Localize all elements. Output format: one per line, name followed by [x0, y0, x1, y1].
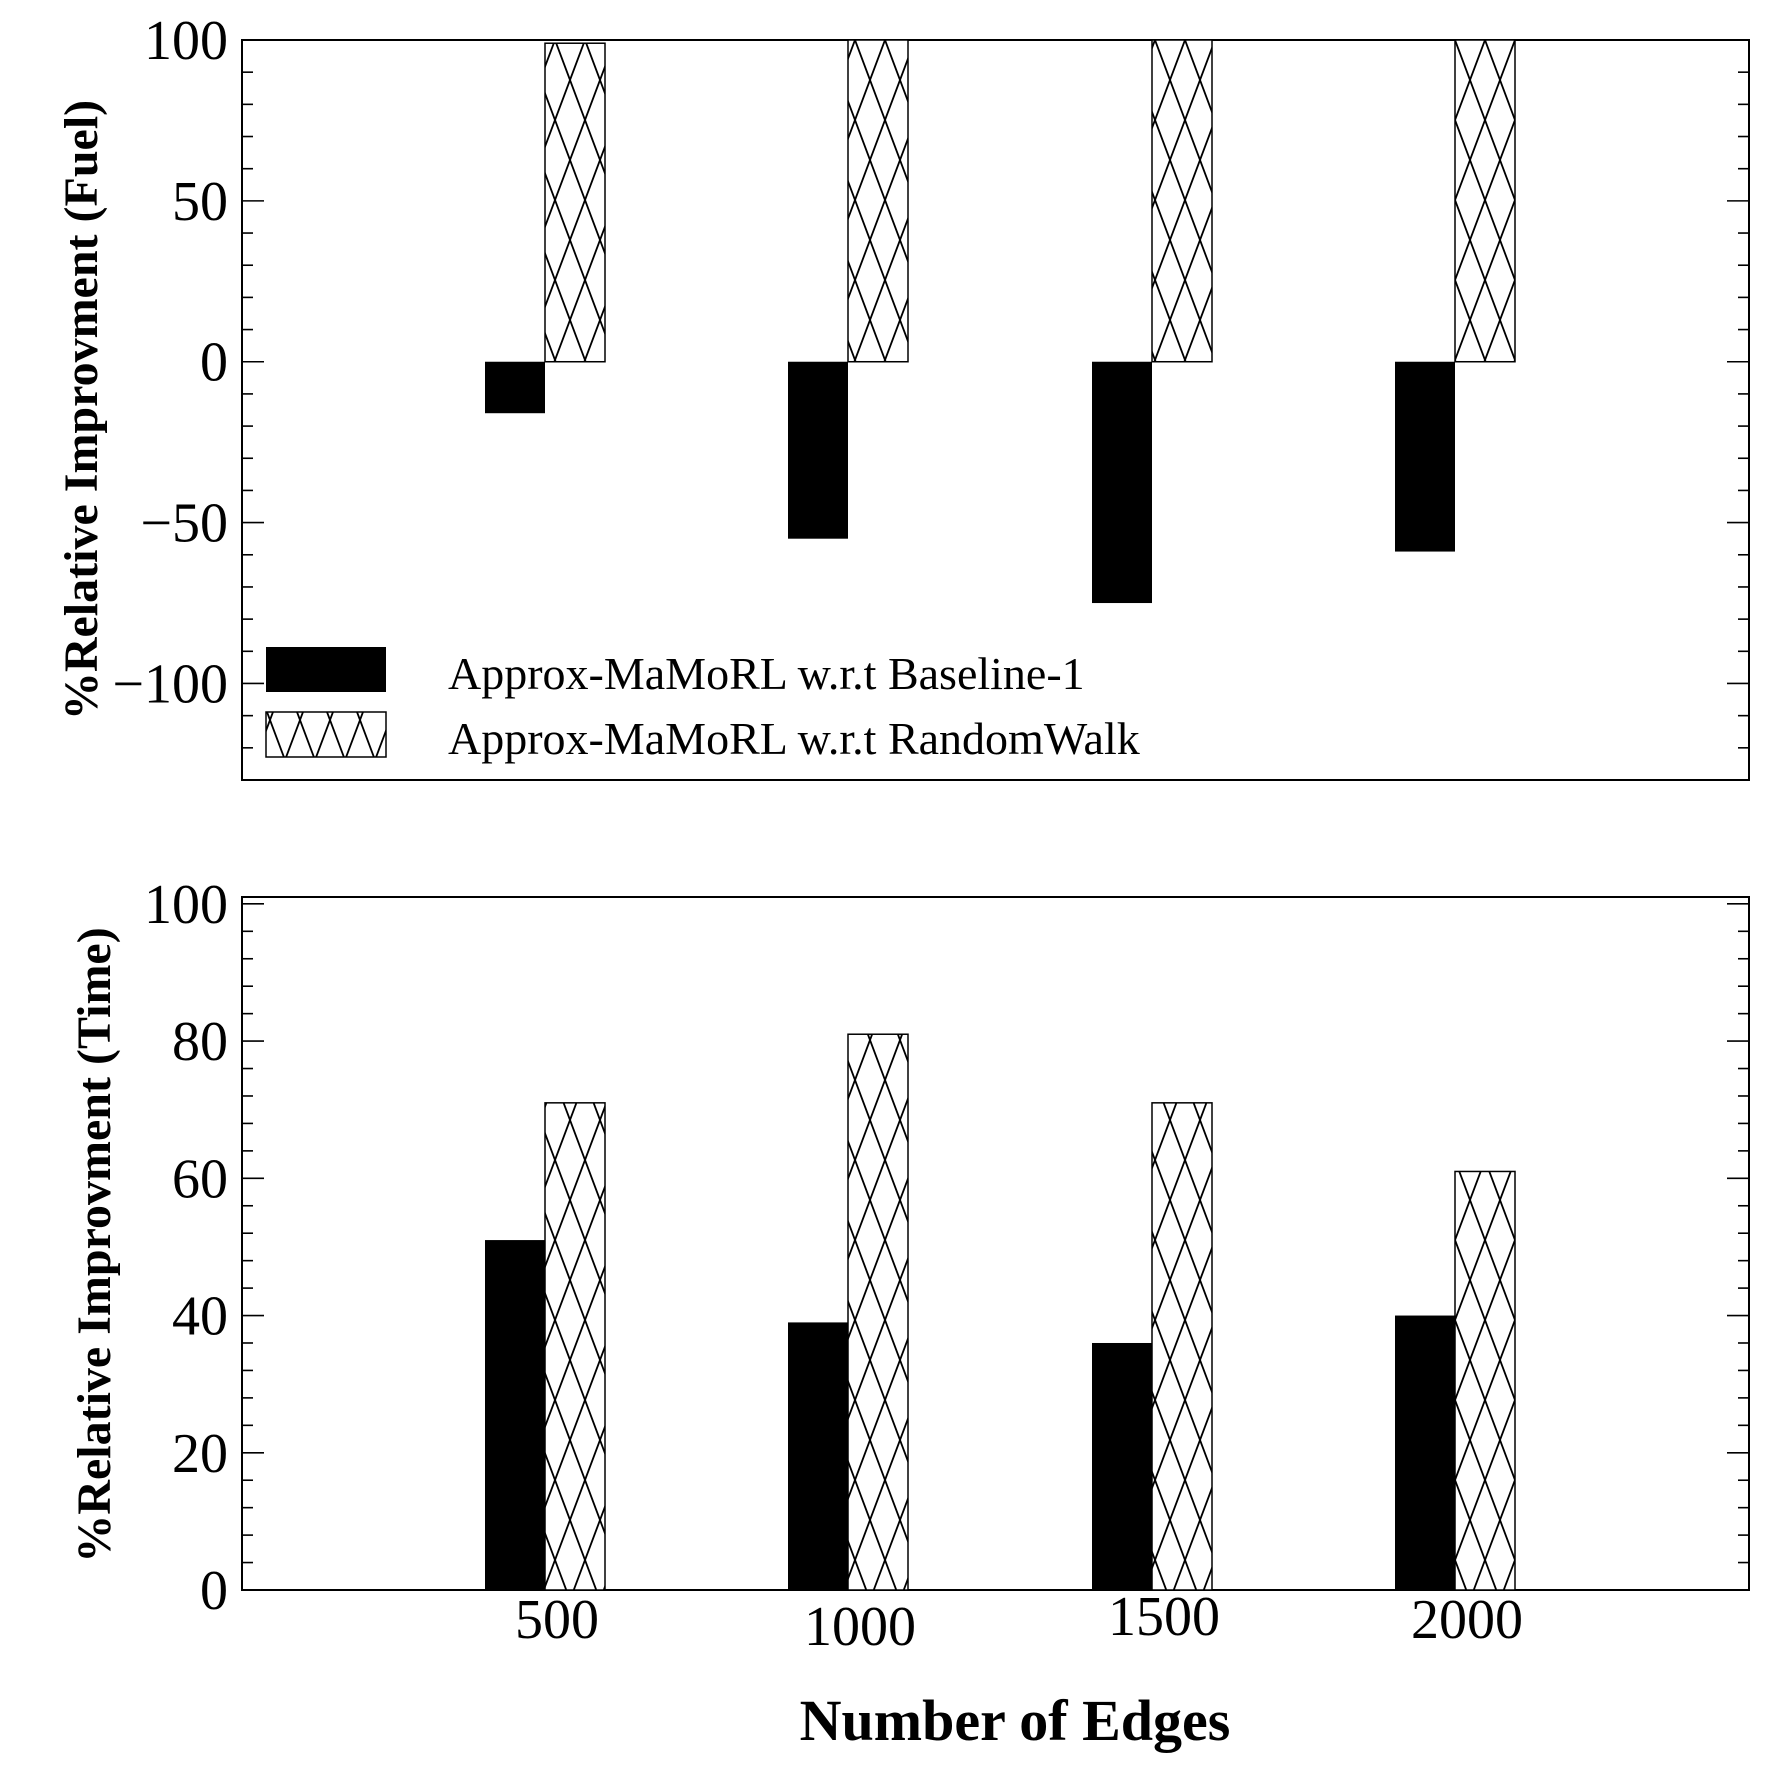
fuel-plot-frame — [241, 39, 1750, 781]
legend-swatch-baseline — [266, 647, 386, 692]
bar-randomwalk-2000 — [1454, 1170, 1516, 1591]
fuel-panel: −100 −50 0 50 100 %Relative Improvment (Fuel… — [55, 10, 1750, 781]
fuel-y-axis-label: %Relative Improvment (Fuel) — [55, 100, 108, 720]
bar-randomwalk-1500 — [1151, 39, 1213, 363]
fuel-ticks — [242, 39, 1749, 781]
time-panel: 0 20 40 60 80 100 %Relative Improvment (Time)… — [68, 874, 1750, 1753]
time-ticks — [242, 903, 1749, 1591]
bar-randomwalk-2000 — [1454, 39, 1516, 363]
bar-randomwalk-1000 — [847, 1033, 909, 1591]
bar-baseline-500 — [485, 1240, 545, 1590]
y-tick-label: 100 — [144, 10, 228, 72]
y-tick-label: −50 — [140, 493, 228, 555]
bar-randomwalk-500 — [544, 1102, 606, 1591]
bar-randomwalk-500 — [544, 42, 606, 363]
bar-baseline-1000 — [788, 361, 848, 539]
y-tick-label: 20 — [172, 1423, 228, 1485]
legend-label-randomwalk: Approx-MaMoRL w.r.t RandomWalk — [448, 713, 1140, 764]
legend-swatch-randomwalk — [265, 711, 387, 758]
y-tick-label: 60 — [172, 1148, 228, 1210]
time-y-tick-labels: 0 20 40 60 80 100 — [144, 874, 228, 1622]
bar-baseline-500 — [485, 361, 545, 414]
time-plot-frame — [241, 896, 1750, 1591]
x-tick-label: 2000 — [1411, 1589, 1523, 1651]
y-tick-label: 0 — [200, 1560, 228, 1622]
fuel-y-tick-labels: −100 −50 0 50 100 — [112, 10, 228, 715]
fuel-bars — [242, 39, 1516, 604]
time-y-axis-label: %Relative Improvment (Time) — [68, 927, 121, 1562]
bar-baseline-1500 — [1092, 361, 1152, 604]
legend-label-baseline: Approx-MaMoRL w.r.t Baseline-1 — [448, 648, 1085, 699]
bar-baseline-2000 — [1395, 1315, 1455, 1590]
y-tick-label: 40 — [172, 1286, 228, 1348]
time-bars — [485, 1033, 1516, 1591]
x-tick-label: 1500 — [1108, 1586, 1220, 1648]
bar-baseline-1500 — [1092, 1342, 1152, 1590]
y-tick-label: 100 — [144, 874, 228, 936]
bar-randomwalk-1500 — [1151, 1102, 1213, 1591]
x-tick-label: 500 — [515, 1589, 599, 1651]
x-tick-label: 1000 — [804, 1596, 916, 1658]
legend: Approx-MaMoRL w.r.t Baseline-1 Approx-Ma… — [265, 647, 1140, 764]
bar-baseline-2000 — [1395, 361, 1455, 552]
bar-baseline-1000 — [788, 1322, 848, 1590]
bar-randomwalk-1000 — [847, 39, 909, 363]
y-tick-label: 0 — [200, 332, 228, 394]
y-tick-label: −100 — [112, 653, 228, 715]
x-tick-labels: 500 1000 1500 2000 — [515, 1586, 1523, 1658]
x-axis-title: Number of Edges — [800, 1688, 1231, 1753]
y-tick-label: 50 — [172, 171, 228, 233]
y-tick-label: 80 — [172, 1011, 228, 1073]
